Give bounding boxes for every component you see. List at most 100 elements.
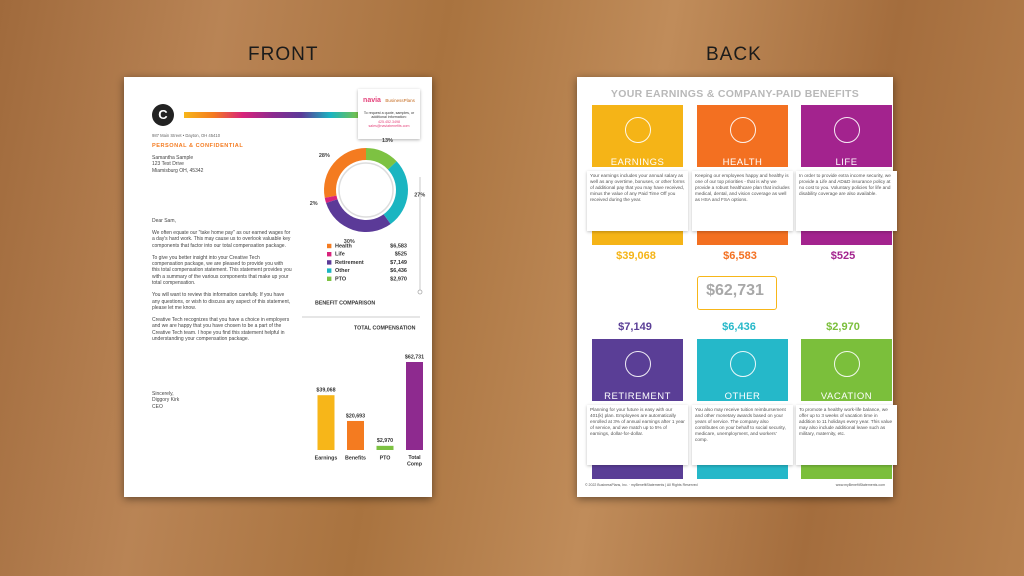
legend-swatch xyxy=(327,243,332,249)
legend-name: Life xyxy=(335,252,345,258)
front-label: FRONT xyxy=(248,44,319,65)
card-heading: HEALTH xyxy=(722,157,763,168)
donut-slice xyxy=(324,148,366,198)
slice-label: 30% xyxy=(344,239,355,245)
card-panel: Your earnings includes your annual salar… xyxy=(587,171,688,231)
card-amount: $7,149 xyxy=(618,321,652,333)
back-page: YOUR EARNINGS & COMPANY-PAID BENEFITS $6… xyxy=(577,77,897,497)
navia-email: sales@naviabenefits.com xyxy=(368,123,410,128)
letter-paragraph: We often equate our "take home pay" as o… xyxy=(152,229,291,249)
card-icon xyxy=(625,351,651,377)
card-text: Planning for your future is easy with ou… xyxy=(590,407,685,436)
recipient: Samantha Sample 123 Test Drive Miamisbur… xyxy=(152,155,203,174)
bar-category-label: Benefits xyxy=(345,455,366,461)
legend-name: Health xyxy=(335,243,352,249)
card-icon xyxy=(730,117,756,143)
card-panel: To promote a healthy work-life balance, … xyxy=(796,405,897,465)
bar-value-label: $39,068 xyxy=(316,388,335,394)
legend-swatch xyxy=(327,260,332,265)
donut-slice xyxy=(366,148,397,170)
card-panel: Keeping our employees happy and healthy … xyxy=(692,171,793,231)
letter-paragraph: Creative Tech recognizes that you have a… xyxy=(152,316,290,343)
card-heading: LIFE xyxy=(835,157,858,168)
navia-text: To request a quote, samples, or addition… xyxy=(363,111,415,120)
bar-value-label: $20,693 xyxy=(346,413,365,419)
card-foot xyxy=(592,465,683,479)
timeline-dot xyxy=(417,289,423,295)
card-heading: EARNINGS xyxy=(610,157,665,168)
bar-value-label: $2,970 xyxy=(377,438,393,444)
card-text: In order to provide extra income securit… xyxy=(799,173,891,196)
card-icon xyxy=(625,117,651,143)
signoff-line: Diggory Kirk xyxy=(152,397,180,404)
card-heading: VACATION xyxy=(820,391,873,402)
navia-brand: navia xyxy=(363,97,381,104)
card-panel: In order to provide extra income securit… xyxy=(796,171,897,231)
card-foot xyxy=(592,231,683,245)
legend-name: PTO xyxy=(335,276,347,282)
benefit-card: OTHER You also may receive tuition reimbu… xyxy=(692,339,793,479)
legend-swatch xyxy=(327,268,332,273)
card-amount: $6,583 xyxy=(723,250,757,262)
card-heading: OTHER xyxy=(724,391,761,402)
bar xyxy=(347,420,364,450)
legend-value: $6,436 xyxy=(390,268,407,274)
card-text: Keeping our employees happy and healthy … xyxy=(695,173,790,202)
front-charts: BENEFIT COMPARISON 28% 2% 30% 27% 13% Health $… xyxy=(302,138,425,468)
letter-paragraph: Dear Sam, xyxy=(152,218,176,224)
legend-value: $7,149 xyxy=(390,260,407,266)
confidential: PERSONAL & CONFIDENTIAL xyxy=(152,143,244,149)
bar xyxy=(317,395,335,450)
signoff: Sincerely, Diggory Kirk CEO xyxy=(152,391,179,410)
bar-category-label: Total Comp xyxy=(407,455,423,468)
card-panel: Planning for your future is easy with ou… xyxy=(587,405,688,465)
legend-name: Other xyxy=(335,268,351,274)
front-page: C navia BusinessPlans To request a quote… xyxy=(124,77,432,497)
footer-left: © 2022 BusinessPlans, Inc. · myBenefitSt… xyxy=(585,483,698,487)
address: 987 Main Street • Dayton, OH 45410 xyxy=(152,133,221,138)
legend-value: $525 xyxy=(395,252,407,258)
back-label: BACK xyxy=(706,44,762,65)
color-stripe xyxy=(184,112,360,118)
benefit-card: VACATION To promote a healthy work-life b… xyxy=(796,339,897,479)
recipient-line: Miamisburg OH, 45342 xyxy=(152,167,204,174)
recipient-line: Samantha Sample xyxy=(152,155,194,161)
card-amount: $6,436 xyxy=(722,321,756,333)
navia-phone: 425.452.3498 xyxy=(378,119,400,124)
card-icon xyxy=(834,117,860,143)
card-foot xyxy=(801,465,892,479)
bar-value-label: $62,731 xyxy=(405,354,424,360)
slice-label: 13% xyxy=(382,138,393,144)
letter-paragraph: You will want to review this information… xyxy=(152,292,291,311)
navia-box: navia BusinessPlans To request a quote, … xyxy=(358,89,420,139)
bar-category-label: Earnings xyxy=(315,455,338,461)
card-amount: $2,970 xyxy=(826,321,860,333)
benefit-card: EARNINGS Your earnings includes your annu… xyxy=(587,105,688,245)
legend-name: Retirement xyxy=(335,260,364,266)
card-foot xyxy=(697,231,788,245)
footer-right: www.myBenefitStatements.com xyxy=(835,483,885,487)
bar-category-label: PTO xyxy=(380,455,391,461)
card-panel: You also may receive tuition reimburseme… xyxy=(692,405,793,465)
legend-swatch xyxy=(327,276,332,281)
benefit-card: RETIREMENT Planning for your future is ea… xyxy=(587,339,688,479)
slice-label: 27% xyxy=(414,193,425,199)
card-text: Your earnings includes your annual salar… xyxy=(590,173,685,202)
total-box xyxy=(697,276,777,310)
letter-paragraph: To give you better insight into your Cre… xyxy=(152,254,292,287)
card-amount: $525 xyxy=(830,250,856,262)
bar xyxy=(376,445,394,450)
card-text: You also may receive tuition reimburseme… xyxy=(695,407,786,442)
donut-slice xyxy=(324,195,338,203)
card-icon xyxy=(834,351,860,377)
bar xyxy=(406,362,423,450)
benefit-comparison: BENEFIT COMPARISON xyxy=(315,300,375,306)
slice-label: 28% xyxy=(319,153,330,159)
card-icon xyxy=(730,351,756,377)
donut-slice xyxy=(383,161,408,224)
slice-label: 2% xyxy=(310,201,318,207)
legend-value: $2,970 xyxy=(390,276,407,282)
legend-value: $6,583 xyxy=(390,243,407,249)
signoff-line: CEO xyxy=(152,403,163,410)
